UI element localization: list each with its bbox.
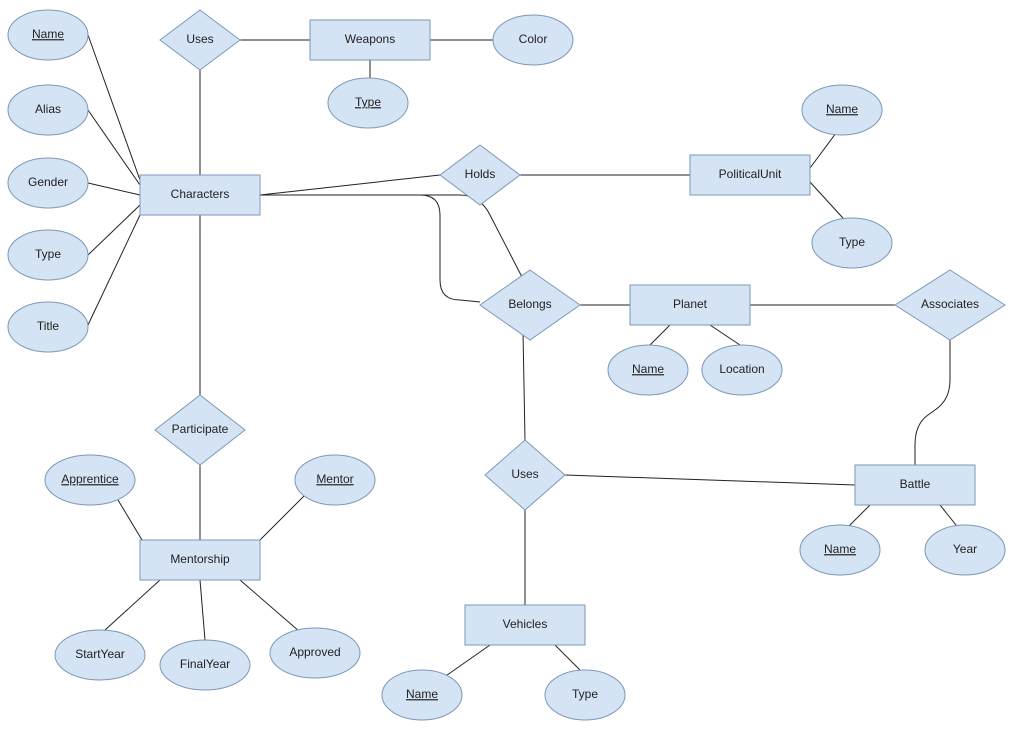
edge-15	[650, 325, 670, 345]
edge-26	[200, 580, 205, 640]
attribute-char_type: Type	[8, 230, 88, 280]
edge-18	[915, 340, 950, 465]
attribute-pl_name: Name	[608, 345, 688, 395]
attribute-label-char_name: Name	[32, 27, 64, 41]
attribute-bat_year: Year	[925, 525, 1005, 575]
attribute-men_mentor: Mentor	[295, 455, 375, 505]
edge-24	[255, 490, 310, 545]
attribute-label-pu_type: Type	[839, 235, 865, 249]
attribute-weap_type: Type	[328, 78, 408, 128]
entity-label-battle: Battle	[900, 477, 931, 491]
edge-27	[240, 580, 300, 632]
relationship-label-associates: Associates	[921, 297, 979, 311]
edge-29	[565, 475, 855, 485]
attribute-char_title: Title	[8, 302, 88, 352]
edge-31	[440, 645, 490, 680]
attribute-char_name: Name	[8, 10, 88, 60]
attribute-char_alias: Alias	[8, 85, 88, 135]
edge-3	[88, 205, 140, 255]
entity-mentorship: Mentorship	[140, 540, 260, 580]
attribute-men_app: Apprentice	[45, 455, 135, 505]
attribute-label-pl_location: Location	[719, 362, 764, 376]
attribute-label-bat_name: Name	[824, 542, 856, 556]
attribute-pl_location: Location	[702, 345, 782, 395]
attribute-men_start: StartYear	[55, 630, 145, 680]
entity-weapons: Weapons	[310, 20, 430, 60]
edge-2	[88, 183, 140, 195]
attribute-label-veh_type: Type	[572, 687, 598, 701]
relationship-belongs: Belongs	[480, 270, 580, 340]
entity-planet: Planet	[630, 285, 750, 325]
entity-vehicles: Vehicles	[465, 605, 585, 645]
relationship-label-belongs: Belongs	[508, 297, 551, 311]
attribute-label-char_type: Type	[35, 247, 61, 261]
entity-label-vehicles: Vehicles	[503, 617, 548, 631]
edge-4	[88, 215, 140, 325]
edge-16	[710, 325, 740, 345]
edge-1	[88, 110, 140, 185]
entity-label-mentorship: Mentorship	[170, 552, 230, 566]
relationship-holds: Holds	[440, 145, 520, 205]
attribute-pu_type: Type	[812, 218, 892, 268]
er-diagram-canvas: Name Alias Gender Type Title Color Type Name Typ…	[0, 0, 1011, 741]
entity-label-planet: Planet	[673, 297, 708, 311]
attribute-pu_name: Name	[802, 85, 882, 135]
entity-label-characters: Characters	[171, 187, 230, 201]
attribute-label-weap_type: Type	[355, 95, 381, 109]
attribute-label-men_mentor: Mentor	[316, 472, 353, 486]
attribute-men_final: FinalYear	[160, 640, 250, 690]
edge-28	[260, 195, 525, 440]
attribute-label-men_appr2: Approved	[289, 645, 340, 659]
edge-0	[88, 35, 140, 180]
edge-23	[115, 495, 145, 545]
attribute-bat_name: Name	[800, 525, 880, 575]
entity-politicalunit: PoliticalUnit	[690, 155, 810, 195]
attribute-char_gender: Gender	[8, 158, 88, 208]
attribute-veh_type: Type	[545, 670, 625, 720]
entity-battle: Battle	[855, 465, 975, 505]
attribute-label-veh_name: Name	[406, 687, 438, 701]
relationship-label-uses1: Uses	[186, 32, 213, 46]
edge-9	[260, 175, 440, 195]
entity-characters: Characters	[140, 175, 260, 215]
relationship-label-holds: Holds	[465, 167, 496, 181]
attribute-label-char_alias: Alias	[35, 102, 61, 116]
attribute-veh_name: Name	[382, 670, 462, 720]
attribute-label-pu_name: Name	[826, 102, 858, 116]
edge-25	[105, 580, 160, 630]
relationship-uses1: Uses	[160, 10, 240, 70]
entity-label-politicalunit: PoliticalUnit	[719, 167, 782, 181]
attribute-label-char_gender: Gender	[28, 175, 68, 189]
relationship-uses2: Uses	[485, 440, 565, 510]
attribute-label-men_start: StartYear	[75, 647, 125, 661]
edge-32	[555, 645, 580, 670]
relationship-label-participate: Participate	[172, 422, 229, 436]
attribute-men_appr2: Approved	[270, 628, 360, 678]
attribute-label-men_final: FinalYear	[180, 657, 230, 671]
relationship-label-uses2: Uses	[511, 467, 538, 481]
attribute-label-pl_name: Name	[632, 362, 664, 376]
attribute-label-men_app: Apprentice	[61, 472, 119, 486]
attribute-label-bat_year: Year	[953, 542, 977, 556]
attribute-label-weap_color: Color	[519, 32, 548, 46]
relationship-participate: Participate	[155, 395, 245, 465]
edge-13	[260, 195, 480, 302]
attribute-weap_color: Color	[493, 15, 573, 65]
entity-label-weapons: Weapons	[345, 32, 395, 46]
relationship-associates: Associates	[895, 270, 1005, 340]
attribute-label-char_title: Title	[37, 319, 60, 333]
